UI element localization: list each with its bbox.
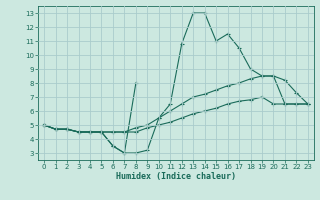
X-axis label: Humidex (Indice chaleur): Humidex (Indice chaleur) xyxy=(116,172,236,181)
